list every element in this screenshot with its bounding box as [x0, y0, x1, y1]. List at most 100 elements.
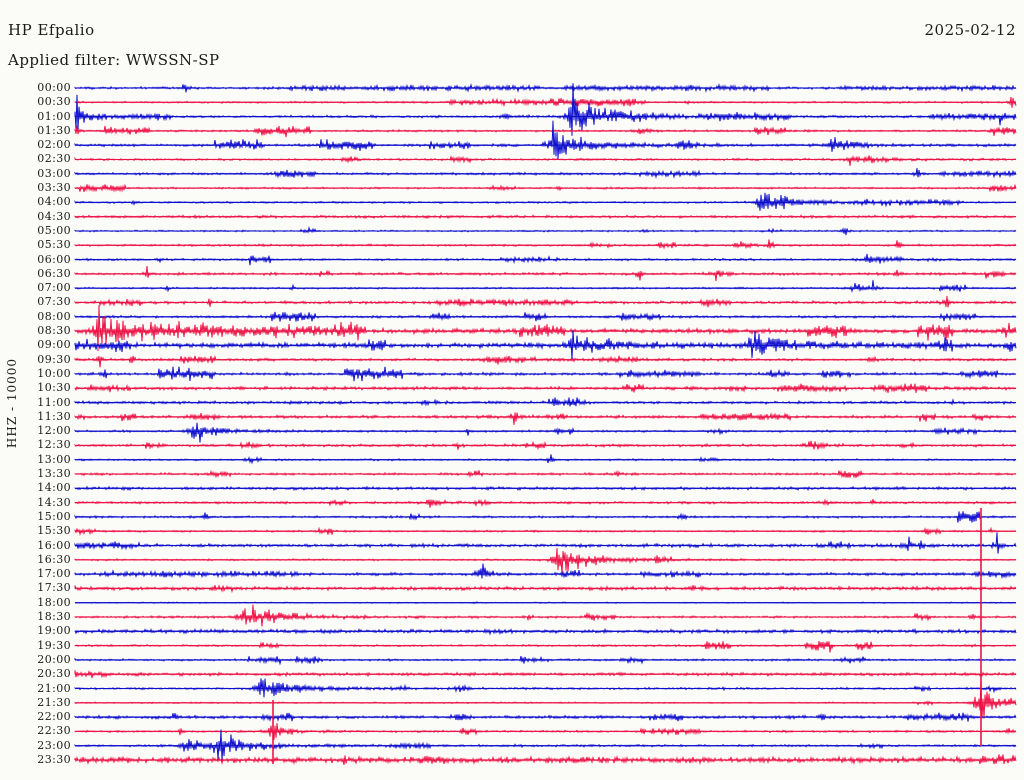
- trace-row-19:00: [74, 627, 1017, 636]
- trace-row-13:00: [74, 454, 1017, 465]
- time-label-06:00: 06:00: [37, 252, 71, 266]
- time-label-22:00: 22:00: [37, 710, 71, 724]
- time-label-06:30: 06:30: [37, 266, 71, 280]
- time-label-00:00: 00:00: [37, 81, 71, 94]
- time-label-09:30: 09:30: [37, 352, 71, 366]
- trace-row-14:30: [74, 498, 1017, 508]
- time-label-10:30: 10:30: [37, 381, 71, 395]
- time-label-08:30: 08:30: [37, 324, 71, 338]
- time-label-09:00: 09:00: [37, 338, 71, 352]
- time-label-18:30: 18:30: [37, 610, 71, 624]
- time-label-05:30: 05:30: [37, 238, 71, 252]
- time-label-03:00: 03:00: [37, 166, 71, 180]
- time-label-02:00: 02:00: [37, 138, 71, 152]
- time-label-17:30: 17:30: [37, 581, 71, 595]
- time-label-13:00: 13:00: [37, 452, 71, 466]
- trace-row-15:30: [74, 526, 1017, 537]
- trace-row-00:00: [74, 83, 1017, 93]
- trace-row-22:30: [74, 723, 1017, 740]
- trace-row-01:00: [74, 83, 1017, 136]
- trace-row-20:30: [74, 669, 1017, 679]
- trace-row-00:30: [74, 97, 1017, 108]
- time-label-20:00: 20:00: [37, 652, 71, 666]
- time-label-08:00: 08:00: [37, 309, 71, 323]
- time-label-02:30: 02:30: [37, 152, 71, 166]
- time-label-21:00: 21:00: [37, 681, 71, 695]
- time-label-22:30: 22:30: [37, 724, 71, 738]
- trace-row-03:00: [74, 168, 1017, 179]
- time-label-11:00: 11:00: [37, 395, 71, 409]
- time-label-05:00: 05:00: [37, 223, 71, 237]
- time-label-01:00: 01:00: [37, 109, 71, 123]
- trace-row-23:30: [74, 754, 1017, 766]
- trace-row-18:30: [74, 604, 1017, 627]
- trace-row-05:00: [74, 225, 1017, 236]
- trace-row-06:30: [74, 266, 1017, 281]
- time-label-16:30: 16:30: [37, 552, 71, 566]
- trace-row-14:00: [74, 485, 1017, 492]
- time-label-20:30: 20:30: [37, 667, 71, 681]
- trace-row-21:00: [74, 678, 1017, 698]
- trace-row-01:30: [74, 125, 1017, 138]
- time-label-14:00: 14:00: [37, 481, 71, 495]
- trace-row-16:00: [74, 532, 1017, 554]
- trace-row-08:00: [74, 311, 1017, 322]
- time-label-15:00: 15:00: [37, 509, 71, 523]
- trace-row-08:30: [74, 305, 1017, 352]
- trace-row-03:30: [74, 183, 1017, 193]
- time-label-04:30: 04:30: [37, 209, 71, 223]
- trace-row-15:00: [74, 511, 1017, 523]
- station-title: HP Efpalio: [8, 21, 95, 39]
- trace-row-07:30: [74, 295, 1017, 308]
- time-label-18:00: 18:00: [37, 595, 71, 609]
- time-label-21:30: 21:30: [37, 695, 71, 709]
- time-label-12:00: 12:00: [37, 424, 71, 438]
- time-label-12:30: 12:30: [37, 438, 71, 452]
- trace-row-04:30: [74, 214, 1017, 220]
- trace-row-02:00: [74, 120, 1017, 160]
- time-label-04:00: 04:00: [37, 195, 71, 209]
- time-label-19:30: 19:30: [37, 638, 71, 652]
- trace-row-20:00: [74, 655, 1017, 666]
- time-label-13:30: 13:30: [37, 467, 71, 481]
- trace-row-17:30: [74, 584, 1017, 594]
- date-label: 2025-02-12: [924, 21, 1016, 39]
- trace-row-12:00: [74, 422, 1017, 443]
- trace-row-13:30: [74, 469, 1017, 479]
- time-label-19:00: 19:00: [37, 624, 71, 638]
- trace-row-17:00: [74, 563, 1017, 580]
- trace-row-09:00: [74, 330, 1017, 361]
- trace-row-16:30: [74, 548, 1017, 576]
- trace-row-07:00: [74, 280, 1017, 293]
- trace-row-23:00: [74, 729, 1017, 762]
- time-label-14:30: 14:30: [37, 495, 71, 509]
- time-label-07:00: 07:00: [37, 281, 71, 295]
- trace-row-11:00: [74, 397, 1017, 407]
- trace-row-09:30: [74, 354, 1017, 368]
- trace-row-04:00: [74, 192, 1017, 211]
- time-label-15:30: 15:30: [37, 524, 71, 538]
- time-label-01:30: 01:30: [37, 123, 71, 137]
- trace-row-10:00: [74, 366, 1017, 382]
- trace-row-18:00: [74, 601, 1017, 605]
- filter-label: Applied filter: WWSSN-SP: [8, 51, 220, 69]
- time-label-03:30: 03:30: [37, 181, 71, 195]
- trace-row-11:30: [74, 412, 1017, 425]
- trace-row-21:30: [74, 677, 1017, 719]
- trace-row-02:30: [74, 155, 1017, 166]
- trace-row-10:30: [74, 383, 1017, 394]
- time-label-16:00: 16:00: [37, 538, 71, 552]
- trace-row-05:30: [74, 239, 1017, 250]
- time-label-07:30: 07:30: [37, 295, 71, 309]
- time-label-17:00: 17:00: [37, 567, 71, 581]
- time-label-11:30: 11:30: [37, 409, 71, 423]
- trace-row-19:30: [74, 641, 1017, 653]
- time-label-23:30: 23:30: [37, 753, 71, 766]
- time-label-10:00: 10:00: [37, 366, 71, 380]
- trace-row-06:00: [74, 253, 1017, 266]
- time-label-00:30: 00:30: [37, 95, 71, 109]
- time-label-23:00: 23:00: [37, 738, 71, 752]
- trace-row-12:30: [74, 440, 1017, 451]
